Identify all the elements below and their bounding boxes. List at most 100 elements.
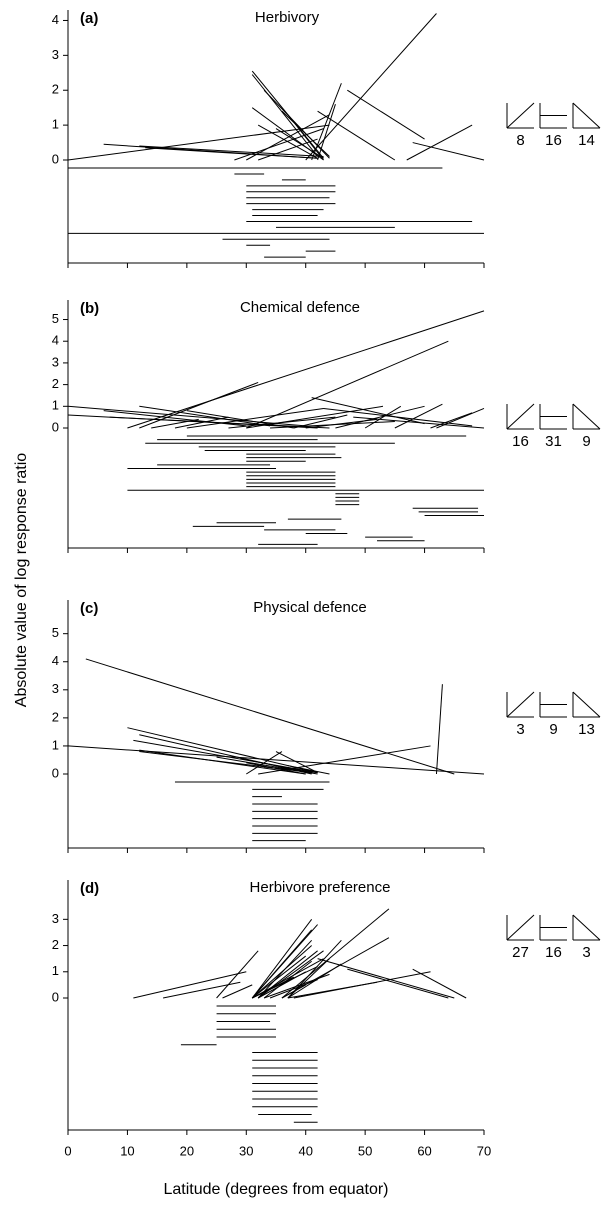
y-tick-label: 1 (52, 398, 59, 413)
response-line (133, 739, 318, 774)
response-line (364, 405, 402, 429)
panel-label: (c) (80, 600, 98, 617)
panel-title: Herbivory (255, 9, 320, 26)
response-line (234, 128, 324, 161)
response-line (103, 410, 247, 427)
response-line (335, 405, 425, 429)
count-label: 9 (549, 721, 557, 738)
count-label: 3 (516, 721, 524, 738)
response-line (412, 968, 467, 999)
response-line (251, 945, 312, 999)
response-line (145, 147, 318, 159)
response-line (287, 114, 324, 161)
response-line (347, 89, 425, 140)
response-line (67, 405, 306, 427)
response-line (269, 979, 318, 999)
y-tick-label: 2 (52, 376, 59, 391)
y-tick-label: 4 (52, 12, 59, 27)
y-tick-label: 1 (52, 117, 59, 132)
response-line (186, 407, 324, 429)
response-line (139, 405, 271, 427)
x-tick-label: 60 (417, 1143, 431, 1158)
response-line (311, 83, 342, 161)
response-line (430, 412, 473, 429)
x-tick-label: 30 (239, 1143, 253, 1158)
response-line (257, 950, 324, 999)
response-line (251, 955, 307, 999)
x-tick-label: 70 (477, 1143, 491, 1158)
icon-line (506, 691, 535, 718)
count-label: 27 (512, 944, 529, 961)
count-label: 9 (582, 433, 590, 450)
count-label: 14 (578, 132, 595, 149)
x-tick-label: 0 (64, 1143, 71, 1158)
response-line (412, 142, 485, 161)
response-line (435, 684, 443, 775)
panel-title: Physical defence (253, 599, 366, 616)
response-line (251, 74, 318, 157)
response-line (287, 939, 342, 999)
response-line (67, 124, 330, 161)
y-tick-label: 3 (52, 681, 59, 696)
x-tick-label: 20 (180, 1143, 194, 1158)
count-label: 8 (516, 132, 524, 149)
response-line (139, 145, 324, 158)
y-tick-label: 5 (52, 311, 59, 326)
icon-line (572, 691, 601, 718)
count-label: 3 (582, 944, 590, 961)
response-line (127, 727, 318, 774)
panel-title: Herbivore preference (250, 879, 391, 896)
x-axis-label: Latitude (degrees from equator) (163, 1181, 388, 1198)
x-tick-label: 40 (298, 1143, 312, 1158)
y-tick-label: 3 (52, 47, 59, 62)
y-axis-label: Absolute value of log response ratio (13, 453, 30, 707)
response-line (347, 968, 449, 999)
response-line (133, 971, 247, 999)
response-line (186, 410, 294, 429)
count-label: 16 (512, 433, 529, 450)
response-line (281, 984, 306, 999)
response-line (394, 403, 443, 429)
response-line (311, 397, 425, 425)
x-tick-label: 50 (358, 1143, 372, 1158)
response-line (281, 110, 330, 157)
response-line (287, 765, 330, 775)
count-label: 31 (545, 433, 562, 450)
y-tick-label: 5 (52, 625, 59, 640)
y-tick-label: 4 (52, 333, 59, 348)
response-line (258, 138, 318, 161)
y-tick-label: 0 (52, 765, 59, 780)
icon-line (506, 914, 535, 941)
response-line (251, 929, 313, 999)
response-line (251, 958, 324, 999)
icon-line (506, 102, 535, 129)
response-line (85, 658, 455, 775)
response-line (228, 416, 336, 429)
response-line (67, 745, 485, 775)
response-line (257, 124, 318, 159)
response-line (317, 110, 396, 161)
response-line (287, 981, 378, 999)
response-line (323, 407, 473, 427)
y-tick-label: 0 (52, 151, 59, 166)
icon-line (572, 102, 601, 129)
icon-line (572, 914, 601, 941)
response-line (406, 124, 473, 161)
response-line (222, 984, 253, 999)
response-line (305, 418, 378, 429)
icon-line (572, 403, 601, 430)
icon-line (506, 403, 535, 430)
panel-label: (a) (80, 10, 98, 27)
response-line (305, 13, 437, 161)
response-line (263, 89, 330, 159)
response-line (139, 381, 259, 429)
count-label: 16 (545, 132, 562, 149)
response-line (109, 416, 330, 429)
response-line (281, 908, 390, 999)
response-line (275, 128, 324, 159)
y-tick-label: 3 (52, 354, 59, 369)
response-line (246, 340, 449, 429)
y-tick-label: 4 (52, 653, 59, 668)
response-line (251, 919, 313, 999)
